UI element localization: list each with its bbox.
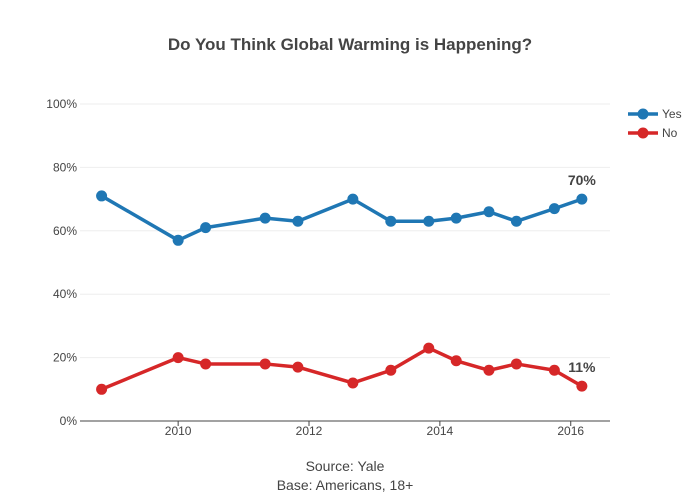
data-point-yes[interactable]	[172, 234, 184, 246]
legend-item-yes[interactable]: Yes	[662, 107, 682, 121]
data-point-yes[interactable]	[548, 203, 560, 215]
data-point-yes[interactable]	[200, 222, 212, 234]
data-point-no[interactable]	[385, 364, 397, 376]
data-point-no[interactable]	[576, 380, 588, 392]
chart-title: Do You Think Global Warming is Happening…	[168, 35, 532, 54]
data-point-no[interactable]	[292, 361, 304, 373]
data-point-no[interactable]	[259, 358, 271, 370]
data-point-yes[interactable]	[576, 193, 588, 205]
data-point-yes[interactable]	[483, 206, 495, 218]
y-tick-label: 0%	[60, 414, 78, 428]
data-point-no[interactable]	[96, 383, 108, 395]
y-tick-label: 40%	[53, 287, 77, 301]
data-point-yes[interactable]	[292, 215, 304, 227]
legend-swatch-marker	[637, 108, 649, 120]
data-point-yes[interactable]	[96, 190, 108, 202]
y-tick-label: 100%	[46, 97, 77, 111]
annotation-label: 11%	[568, 359, 596, 375]
data-point-yes[interactable]	[385, 215, 397, 227]
legend-item-no[interactable]: No	[662, 126, 678, 140]
data-point-yes[interactable]	[423, 215, 435, 227]
data-point-yes[interactable]	[510, 215, 522, 227]
y-tick-label: 20%	[53, 351, 77, 365]
source-line: Source: Yale	[306, 458, 385, 474]
x-tick-label: 2010	[165, 424, 192, 438]
data-point-no[interactable]	[450, 355, 462, 367]
data-point-no[interactable]	[548, 364, 560, 376]
base-line: Base: Americans, 18+	[277, 477, 414, 493]
grid-lines	[80, 103, 610, 359]
series-lines	[96, 190, 588, 395]
series-line-no	[99, 346, 584, 392]
data-point-no[interactable]	[172, 352, 184, 364]
x-tick-label: 2014	[427, 424, 454, 438]
data-point-yes[interactable]	[347, 193, 359, 205]
legend: Yes No	[628, 107, 682, 140]
y-tick-label: 60%	[53, 224, 77, 238]
y-tick-label: 80%	[53, 160, 77, 174]
data-point-no[interactable]	[483, 364, 495, 376]
data-point-no[interactable]	[347, 377, 359, 389]
data-point-no[interactable]	[200, 358, 212, 370]
data-point-yes[interactable]	[259, 212, 271, 224]
x-tick-label: 2016	[557, 424, 584, 438]
annotation-label: 70%	[568, 172, 597, 188]
series-line-yes	[99, 194, 584, 243]
x-tick-label: 2012	[296, 424, 323, 438]
axes: 0% 20% 40% 60% 80% 100% 2010 2012 2014 2016	[46, 97, 610, 438]
data-point-no[interactable]	[510, 358, 522, 370]
data-point-no[interactable]	[423, 342, 435, 354]
legend-swatch-marker	[637, 127, 649, 139]
data-point-yes[interactable]	[450, 212, 462, 224]
annotations: 70% 11%	[568, 172, 597, 375]
